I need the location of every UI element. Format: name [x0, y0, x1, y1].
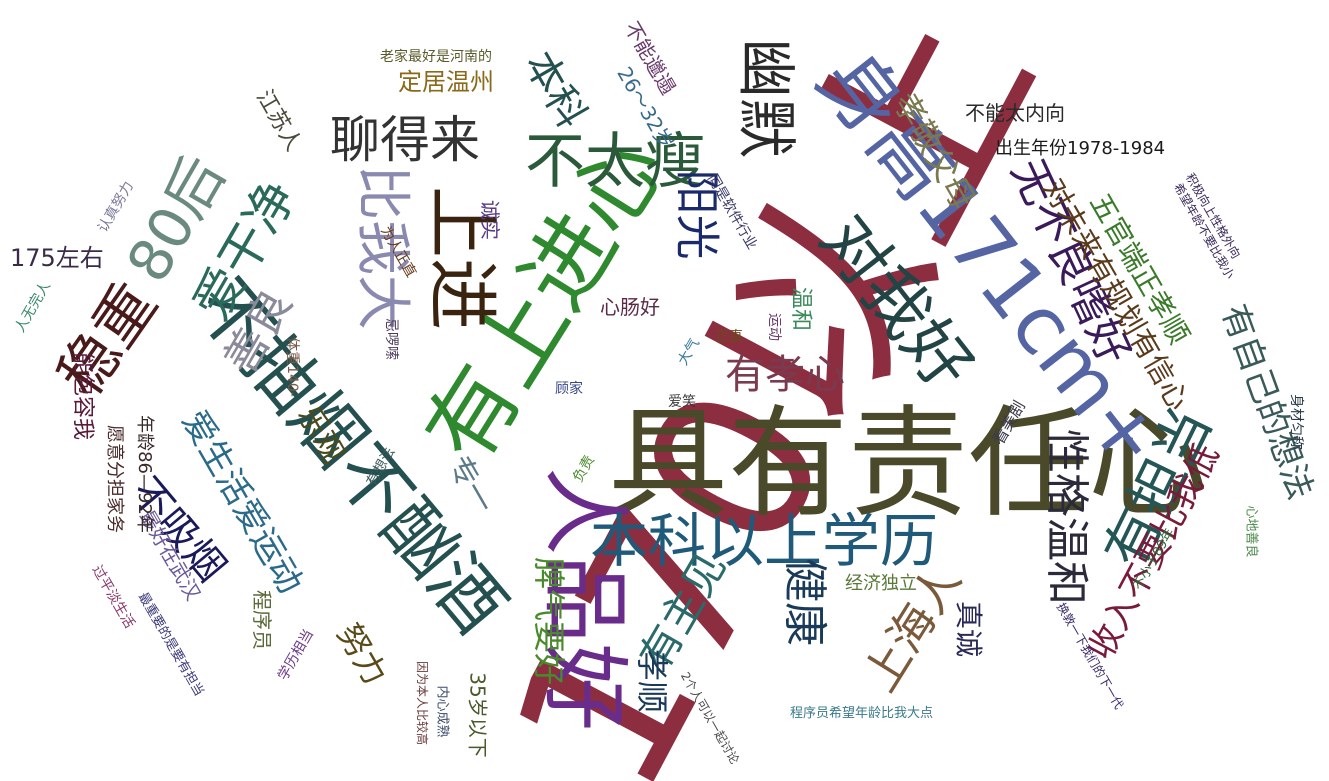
word-sincere: 真诚	[952, 600, 986, 658]
word-weight-140: 体重140-	[283, 337, 300, 397]
word-mature: 内心成熟	[434, 685, 450, 738]
word-humor: 幽默	[730, 38, 800, 158]
word-kind-hearted: 心肠好	[600, 295, 660, 319]
word-mild: 温和	[788, 286, 814, 332]
word-health: 健康	[779, 558, 830, 646]
word-commitment-important: 最重要的是要有担当	[134, 590, 207, 699]
word-steady: 稳重	[44, 270, 172, 410]
word-age-86-92: 年龄86—92年	[133, 415, 155, 533]
word-programmer-older: 程序员希望年龄比我大点	[790, 706, 934, 721]
word-filial-2: 孝顺	[633, 648, 672, 714]
word-filial: 有孝心	[725, 352, 845, 398]
word-diligent: 认真努力	[95, 178, 137, 236]
word-nobody-perfect: 人无完人	[12, 278, 54, 336]
word-gentle-temper: 性格温和	[1041, 429, 1092, 605]
word-birth-year: 出生年份1978-1984	[995, 138, 1166, 159]
word-no-nagging: 忌啰嗦	[383, 318, 399, 360]
word-not-introvert: 不能太内向	[965, 101, 1065, 125]
word-family-oriented: 顾家	[555, 381, 583, 397]
word-upright: 正直	[715, 329, 743, 345]
word-programmer: 程序员	[250, 590, 274, 650]
word-plain-life: 过平淡生活	[88, 562, 138, 632]
word-under-35: 35岁以下	[465, 672, 490, 758]
word-effort: 努力	[329, 616, 395, 692]
word-bachelor-above: 本科以上学历	[590, 507, 939, 575]
word-not-too-thin: 不太瘦	[525, 127, 705, 197]
word-share-housework: 愿意分担家务	[104, 425, 125, 533]
word-tolerant: 能包容我	[70, 351, 96, 441]
word-good-temper: 脾气要好	[530, 556, 569, 686]
word-can-chat: 聊得来	[330, 111, 480, 169]
word-settle-wenzhou: 定居温州	[398, 68, 494, 96]
word-smile: 爱笑	[668, 394, 696, 410]
word-honest: 诚实	[478, 200, 502, 240]
word-kind-heart: 心地善良	[1243, 505, 1259, 558]
word-responsibility: 具有责任心	[608, 395, 1208, 534]
word-jiangsu: 江苏人	[251, 85, 306, 156]
word-bachelor: 本科	[515, 43, 595, 137]
word-tall-self: 因为本人比较高	[415, 660, 430, 746]
word-henan: 老家最好是河南的	[380, 49, 492, 65]
word-same-education: 学历相当	[275, 626, 317, 684]
word-around-175: 175左右	[10, 244, 104, 272]
word-independent: 经济独立	[845, 573, 917, 594]
word-sport: 运动	[766, 313, 782, 341]
word-well-proportioned: 身材匀称	[1288, 394, 1304, 450]
